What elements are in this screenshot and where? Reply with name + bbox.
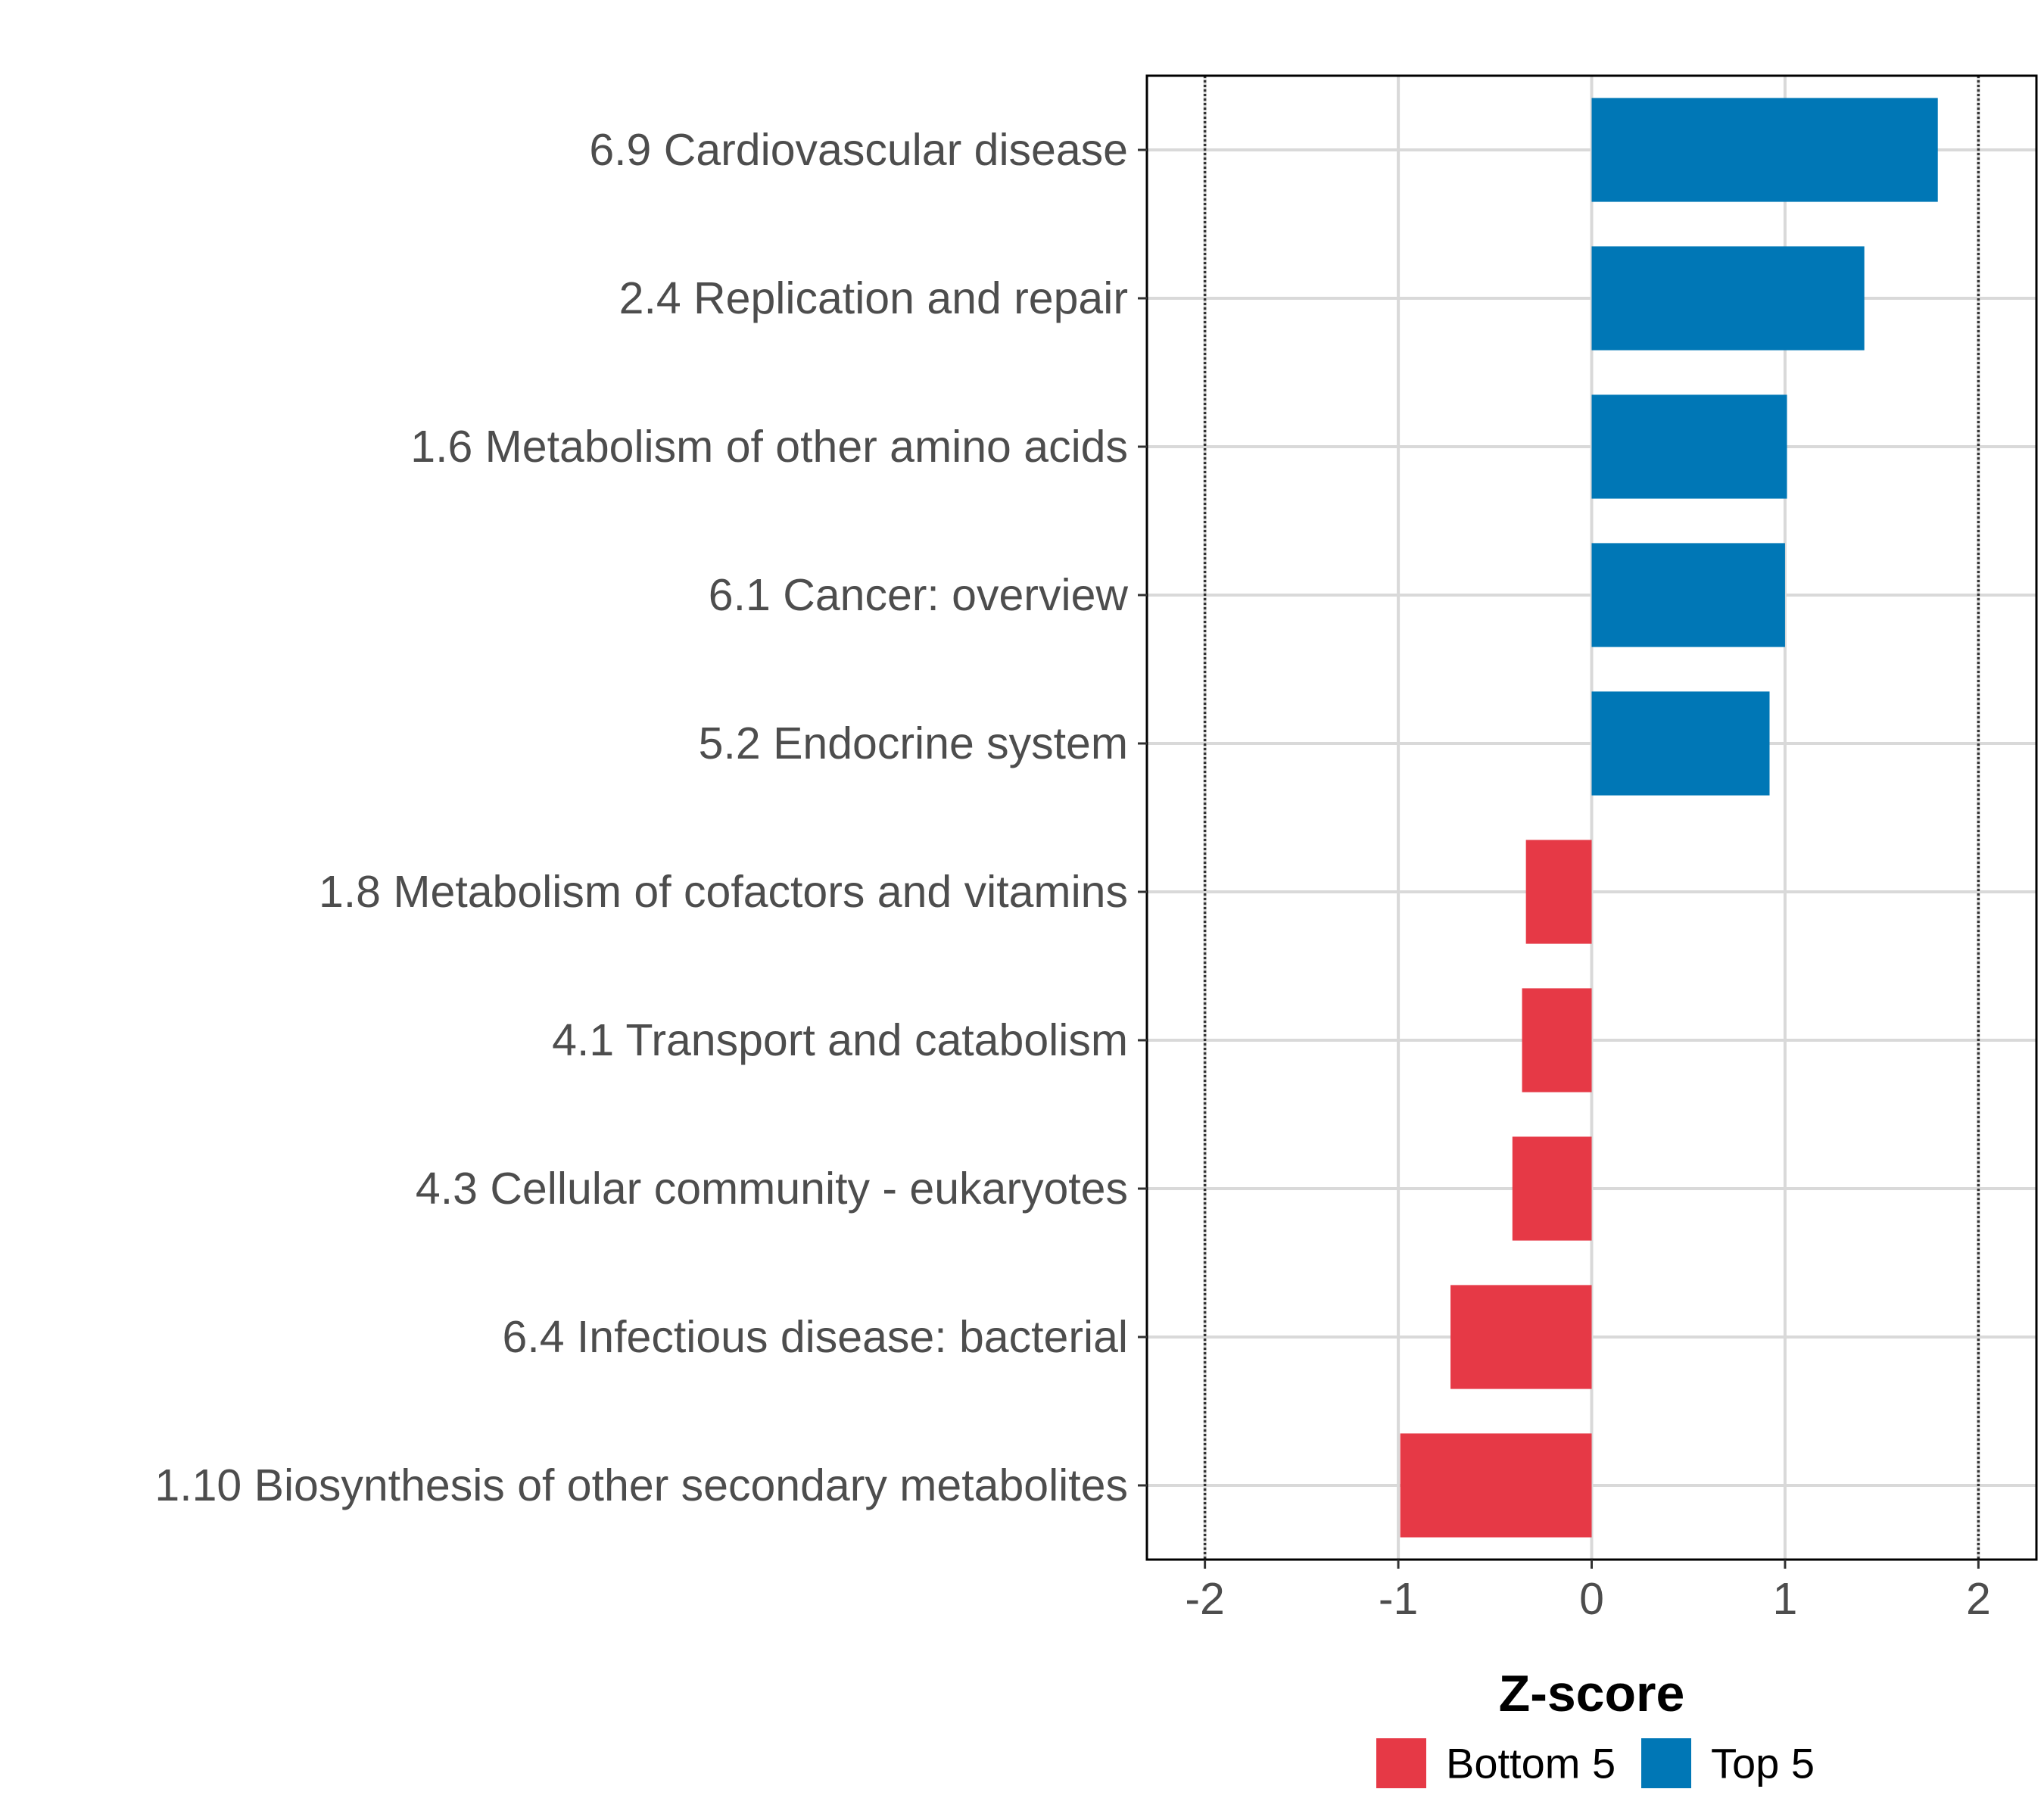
x-axis-title: Z-score xyxy=(1499,1665,1685,1722)
bars-layer xyxy=(1400,98,1938,1538)
y-tick-label: 1.6 Metabolism of other amino acids xyxy=(410,422,1128,472)
bar xyxy=(1522,988,1592,1092)
x-tick-label: 2 xyxy=(1966,1574,1991,1624)
y-axis: 6.9 Cardiovascular disease 2.4 Replicatio… xyxy=(154,125,1147,1510)
y-tick-label: 1.10 Biosynthesis of other secondary met… xyxy=(154,1460,1128,1510)
bar xyxy=(1512,1136,1592,1241)
bar xyxy=(1591,394,1787,499)
y-tick-label: 6.1 Cancer: overview xyxy=(709,570,1129,620)
x-tick-label: 0 xyxy=(1579,1574,1604,1624)
bar xyxy=(1591,246,1865,351)
bar xyxy=(1400,1433,1592,1538)
bar xyxy=(1591,543,1785,647)
x-tick-label: -2 xyxy=(1185,1574,1224,1624)
y-tick-label: 4.1 Transport and catabolism xyxy=(552,1015,1128,1065)
bar xyxy=(1591,691,1770,796)
y-tick-label: 2.4 Replication and repair xyxy=(619,273,1128,323)
x-tick-label: -1 xyxy=(1379,1574,1418,1624)
y-tick-label: 5.2 Endocrine system xyxy=(699,718,1128,768)
legend-label: Bottom 5 xyxy=(1446,1740,1616,1787)
x-axis: -2 -1 0 1 2 xyxy=(1185,1560,1991,1624)
legend-swatch xyxy=(1376,1738,1426,1788)
y-tick-label: 6.4 Infectious disease: bacterial xyxy=(503,1312,1129,1362)
x-tick-label: 1 xyxy=(1773,1574,1798,1624)
y-tick-label: 1.8 Metabolism of cofactors and vitamins xyxy=(319,867,1128,917)
bar xyxy=(1525,840,1592,944)
legend: Bottom 5 Top 5 xyxy=(1376,1738,1815,1788)
bar xyxy=(1591,98,1938,202)
y-tick-label: 4.3 Cellular community - eukaryotes xyxy=(416,1164,1128,1214)
bar xyxy=(1450,1285,1592,1389)
reference-lines xyxy=(1203,76,1980,1560)
legend-label: Top 5 xyxy=(1711,1740,1815,1787)
legend-swatch xyxy=(1641,1738,1691,1788)
y-tick-label: 6.9 Cardiovascular disease xyxy=(589,125,1128,175)
